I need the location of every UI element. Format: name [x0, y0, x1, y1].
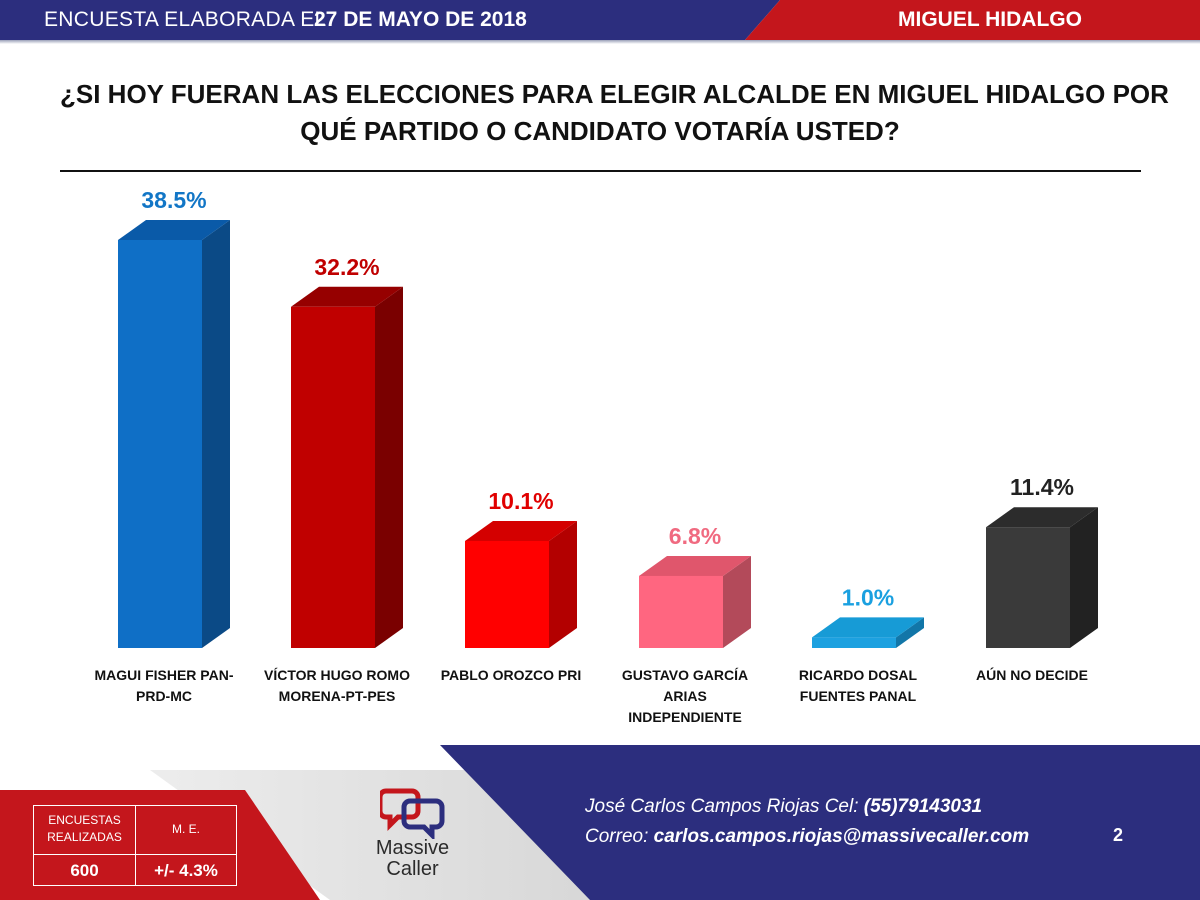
bar-2 — [291, 306, 375, 648]
category-label-4-line-1: GUSTAVO GARCÍA — [622, 667, 748, 683]
contact-email-label: Correo: — [585, 826, 654, 847]
bar-side-6 — [1070, 507, 1098, 648]
surveys-count-value: 600 — [70, 861, 99, 880]
bar-value-label-5: 1.0% — [842, 584, 894, 610]
stats-column-divider — [135, 806, 136, 885]
category-label-1-line-2: PRD-MC — [136, 688, 192, 704]
bar-value-label-6: 11.4% — [1010, 474, 1074, 500]
bar-4 — [639, 575, 723, 648]
bar-side-4 — [723, 555, 751, 648]
bar-value-label-4: 6.8% — [669, 523, 721, 549]
contact-name: José Carlos Campos Riojas Cel: — [585, 796, 864, 817]
bar-1 — [118, 240, 202, 648]
question-title-line1: ¿SI HOY FUERAN LAS ELECCIONES PARA ELEGI… — [60, 79, 1169, 109]
bar-5 — [812, 637, 896, 648]
bar-value-label-1: 38.5% — [141, 187, 206, 213]
margin-of-error-label: M. E. — [171, 822, 200, 836]
bar-6 — [986, 527, 1070, 648]
footer-blue-band — [440, 745, 1200, 900]
contact-email-line: Correo: carlos.campos.riojas@massivecall… — [585, 826, 1029, 848]
category-label-2-line-2: MORENA-PT-PES — [279, 688, 396, 704]
surveys-count-label: ENCUESTAS REALIZADAS — [47, 813, 122, 844]
survey-stats-table: ENCUESTAS REALIZADAS M. E. 600 +/- 4.3% — [33, 805, 237, 886]
header-blue-band — [0, 0, 780, 40]
bar-side-3 — [549, 520, 577, 648]
bar-top-3 — [465, 520, 577, 541]
bar-side-5 — [896, 617, 924, 648]
bar-side-2 — [375, 286, 403, 648]
bar-top-1 — [118, 220, 230, 240]
contact-phone: (55)79143031 — [863, 796, 983, 817]
category-label-2-line-1: VÍCTOR HUGO ROMO — [264, 667, 410, 683]
massive-caller-logo: Massive Caller — [365, 785, 460, 885]
logo-word-caller: Caller — [386, 858, 439, 880]
contact-phone-line: José Carlos Campos Riojas Cel: (55)79143… — [585, 796, 982, 818]
speech-bubbles-icon — [380, 788, 445, 839]
question-title-line2: QUÉ PARTIDO O CANDIDATO VOTARÍA USTED? — [300, 116, 900, 146]
bar-top-5 — [812, 617, 924, 638]
bar-top-6 — [986, 507, 1098, 528]
bar-3 — [465, 540, 549, 648]
header-bar: ENCUESTA ELABORADA EL 27 DE MAYO DE 2018… — [0, 0, 1200, 40]
page-number: 2 — [1113, 825, 1124, 845]
category-label-5-line-2: FUENTES PANAL — [800, 688, 917, 704]
category-label-3-line-1: PABLO OROZCO PRI — [441, 667, 582, 683]
category-label-4-line-3: INDEPENDIENTE — [628, 709, 742, 725]
bar-value-label-3: 10.1% — [488, 488, 553, 514]
header-shadow — [0, 40, 1200, 44]
header-survey-date: 27 DE MAYO DE 2018 — [314, 8, 527, 31]
bar-value-label-2: 32.2% — [314, 254, 379, 280]
header-survey-label: ENCUESTA ELABORADA EL — [44, 8, 327, 31]
bar-side-1 — [202, 220, 230, 648]
bar-top-4 — [639, 555, 751, 576]
stats-row-divider — [34, 854, 236, 855]
logo-word-massive: Massive — [375, 837, 450, 859]
category-label-5-line-1: RICARDO DOSAL — [799, 667, 918, 683]
header-region: MIGUEL HIDALGO — [898, 8, 1082, 31]
bar-top-2 — [291, 286, 403, 307]
margin-of-error-value: +/- 4.3% — [154, 861, 218, 880]
category-label-4-line-2: ARIAS — [663, 688, 707, 704]
category-label-6-line-1: AÚN NO DECIDE — [976, 666, 1088, 683]
contact-email: carlos.campos.riojas@massivecaller.com — [653, 826, 1030, 847]
title-divider — [60, 170, 1141, 172]
header-red-band — [745, 0, 1200, 40]
category-label-1-line-1: MAGUI FISHER PAN- — [95, 667, 234, 683]
